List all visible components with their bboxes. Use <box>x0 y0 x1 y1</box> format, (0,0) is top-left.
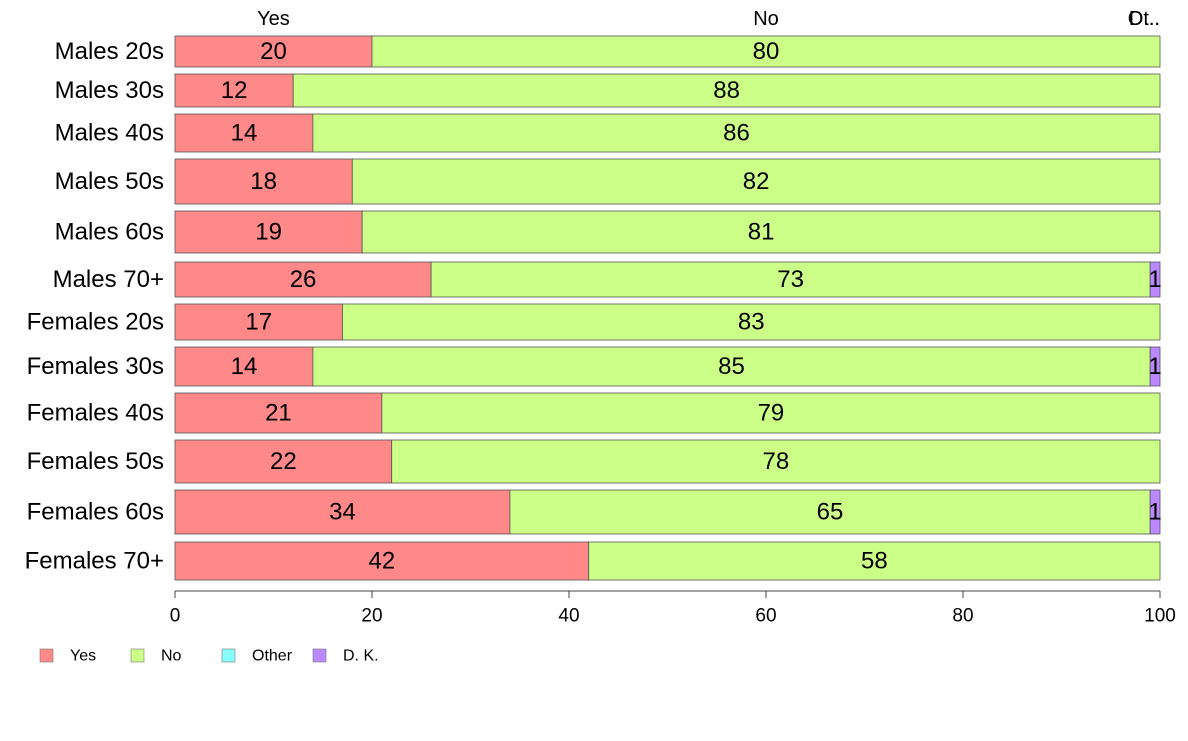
bar-segment-d-k <box>1149 261 1161 298</box>
category-label: Males 70+ <box>53 266 164 293</box>
bar-segment-no <box>351 158 1161 205</box>
top-series-label: No <box>753 8 779 30</box>
top-series-label: Ot.. <box>1128 8 1160 30</box>
bar-segment-no <box>292 73 1161 108</box>
legend-swatch <box>39 648 54 663</box>
x-axis: 0 20 40 60 80 100 <box>170 590 1176 627</box>
legend-swatch <box>130 648 145 663</box>
bar-segment-yes <box>174 439 393 484</box>
data-label: 80 <box>753 38 780 65</box>
category-label: Females 20s <box>27 309 164 336</box>
data-label: 86 <box>723 120 750 147</box>
data-label: 20 <box>260 38 287 65</box>
category-label: Females 70+ <box>25 548 164 575</box>
category-label: Males 50s <box>55 168 164 195</box>
bar-segment-no <box>391 439 1161 484</box>
bar-segment-yes <box>174 392 383 434</box>
data-label: 21 <box>265 400 292 427</box>
top-labels: Yes No Ot..D... <box>257 8 1160 30</box>
bar-segment-no <box>371 35 1161 68</box>
category-label: Females 30s <box>27 353 164 380</box>
bar-segment-no <box>361 210 1161 254</box>
bar-segment-no <box>588 541 1161 581</box>
data-label: 19 <box>255 219 282 246</box>
data-label: 78 <box>762 448 789 475</box>
legend: Yes No Other D. K. <box>39 648 379 665</box>
top-series-label: D... <box>1129 8 1160 30</box>
bar-segment-yes <box>174 303 343 341</box>
bar-segment-yes <box>174 210 363 254</box>
x-tick-label: 100 <box>1144 606 1176 627</box>
category-labels: Males 20s Males 30s Males 40s Males 50s Male… <box>25 38 164 575</box>
legend-label: Yes <box>70 648 96 665</box>
data-label: 83 <box>738 309 765 336</box>
category-label: Males 40s <box>55 120 164 147</box>
data-label: 34 <box>329 499 356 526</box>
data-label: 18 <box>250 168 277 195</box>
data-label: 88 <box>713 77 740 104</box>
bars-layer: 20 80 12 88 14 86 18 82 19 81 26 73 1 17 83 14 85 1 21 79 22… <box>174 35 1162 581</box>
top-series-label: Yes <box>257 8 290 30</box>
category-label: Females 60s <box>27 499 164 526</box>
data-label: 14 <box>231 120 258 147</box>
bar-segment-yes <box>174 346 314 387</box>
bar-segment-yes <box>174 35 373 68</box>
bar-segment-yes <box>174 73 294 108</box>
data-label: 1 <box>1148 266 1161 293</box>
bar-segment-d-k <box>1149 346 1161 387</box>
data-label: 1 <box>1148 499 1161 526</box>
category-label: Males 20s <box>55 38 164 65</box>
bar-segment-yes <box>174 113 314 153</box>
data-label: 26 <box>290 266 317 293</box>
data-label: 82 <box>743 168 770 195</box>
data-label: 81 <box>748 219 775 246</box>
data-label: 58 <box>861 548 888 575</box>
bar-segment-yes <box>174 158 353 205</box>
data-label: 42 <box>368 548 395 575</box>
bar-segment-no <box>509 489 1151 535</box>
data-label: 22 <box>270 448 297 475</box>
category-label: Males 30s <box>55 77 164 104</box>
bar-segment-no <box>430 261 1151 298</box>
bar-segment-d-k <box>1149 489 1161 535</box>
data-label: 73 <box>777 266 804 293</box>
category-label: Males 60s <box>55 219 164 246</box>
bar-segment-yes <box>174 489 511 535</box>
legend-label: D. K. <box>343 648 379 665</box>
category-label: Females 40s <box>27 400 164 427</box>
legend-swatch <box>312 648 327 663</box>
data-label: 14 <box>231 353 258 380</box>
data-label: 79 <box>758 400 785 427</box>
bar-segment-no <box>381 392 1161 434</box>
data-label: 12 <box>221 77 248 104</box>
data-label: 85 <box>718 353 745 380</box>
legend-label: Other <box>252 648 293 665</box>
legend-label: No <box>161 648 182 665</box>
legend-swatch <box>221 648 236 663</box>
category-label: Females 50s <box>27 448 164 475</box>
bar-segment-yes <box>174 541 590 581</box>
x-tick-label: 20 <box>361 606 382 627</box>
bar-segment-no <box>312 113 1161 153</box>
x-tick-label: 60 <box>755 606 776 627</box>
data-label: 17 <box>245 309 272 336</box>
x-tick-label: 0 <box>170 606 181 627</box>
data-label: 1 <box>1148 353 1161 380</box>
bar-segment-no <box>342 303 1161 341</box>
x-tick-label: 40 <box>558 606 579 627</box>
data-label: 65 <box>817 499 844 526</box>
x-tick-label: 80 <box>952 606 973 627</box>
